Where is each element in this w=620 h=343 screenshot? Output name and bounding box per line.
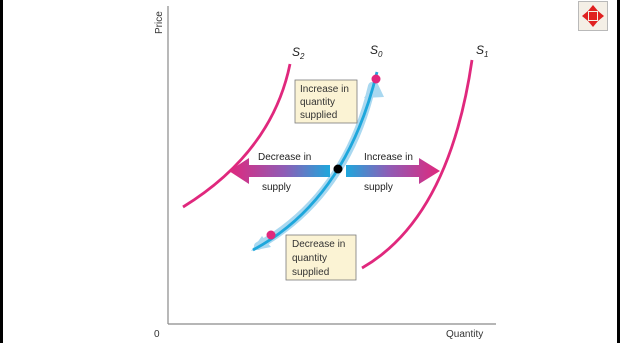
frame-right-border (617, 0, 620, 343)
upper-point (371, 74, 381, 84)
curve-label-s1: S1 (476, 43, 488, 59)
move-arrows-icon (582, 5, 604, 27)
decrease-supply-label-line2: supply (262, 182, 291, 193)
frame-left-border (0, 0, 3, 343)
increase-supply-label-line2: supply (364, 182, 393, 193)
increase-quantity-line2: quantity (300, 97, 335, 108)
supply-curve-s2 (182, 63, 292, 209)
decrease-quantity-line3: supplied (292, 267, 329, 278)
lower-point (266, 230, 276, 240)
decrease-quantity-line1: Decrease in (292, 239, 345, 250)
origin-label: 0 (154, 329, 160, 340)
increase-supply-label-line1: Increase in (364, 152, 413, 163)
equilibrium-point (333, 164, 343, 174)
decrease-quantity-line2: quantity (292, 253, 327, 264)
navigation-button[interactable] (578, 1, 608, 31)
curve-label-s2: S2 (292, 45, 305, 61)
y-axis-label: Price (154, 11, 165, 34)
x-axis-label: Quantity (446, 329, 483, 340)
increase-quantity-line1: Increase in (300, 84, 349, 95)
increase-supply-arrow (346, 158, 440, 184)
decrease-supply-arrow (229, 158, 330, 184)
decrease-quantity-box: Decrease in quantity supplied (285, 234, 357, 281)
supply-curve-s1 (361, 59, 474, 270)
decrease-supply-label-line1: Decrease in (258, 152, 311, 163)
curve-label-s0: S0 (370, 43, 383, 59)
increase-quantity-box: Increase in quantity supplied (294, 79, 358, 124)
movement-arrowhead-up (364, 80, 384, 98)
increase-quantity-line3: supplied (300, 110, 337, 121)
